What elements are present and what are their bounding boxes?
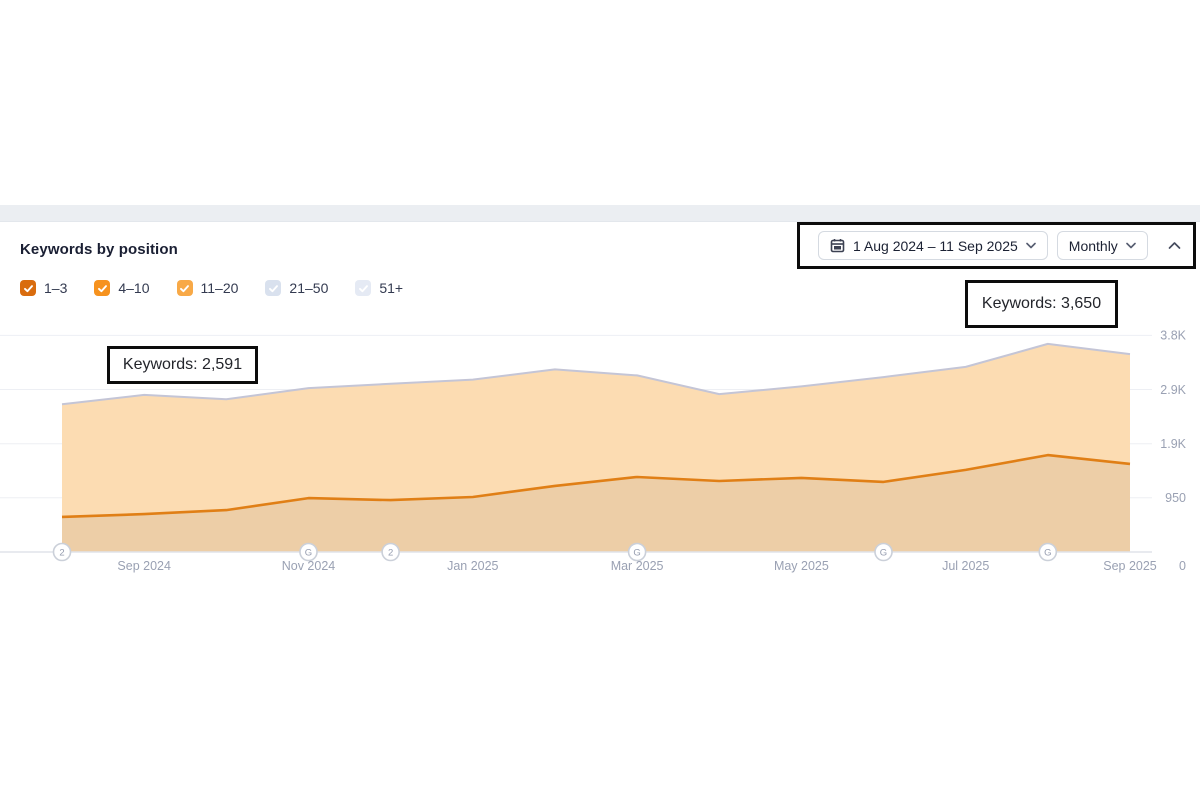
callout-keywords-first: Keywords: 2,591 xyxy=(107,346,258,384)
legend-item-4-10[interactable]: 4–10 xyxy=(94,280,150,296)
calendar-icon xyxy=(830,238,845,253)
x-axis-label: Jul 2025 xyxy=(942,559,989,573)
granularity-dropdown[interactable]: Monthly xyxy=(1056,231,1148,260)
area-series-1 xyxy=(62,455,1130,552)
chart-svg: 2 G 2 G G G Sep 2024 Nov 2024 Jan 2025 Mar 2025 Ma… xyxy=(0,329,1187,573)
legend-label: 1–3 xyxy=(44,280,68,296)
checkbox-muted-icon[interactable] xyxy=(355,280,372,296)
axis-event-marker-G[interactable]: G xyxy=(1038,542,1058,562)
legend-item-11-20[interactable]: 11–20 xyxy=(176,280,239,296)
axis-event-marker-2[interactable]: 2 xyxy=(381,542,400,562)
date-controls-annotation-frame: 1 Aug 2024 – 11 Sep 2025 Monthly xyxy=(797,222,1196,269)
axis-event-marker-2[interactable]: 2 xyxy=(52,542,72,562)
panel-title: Keywords by position xyxy=(20,241,178,258)
callout-text: Keywords: 3,650 xyxy=(981,295,1102,312)
legend-item-1-3[interactable]: 1–3 xyxy=(20,280,67,296)
checkbox-muted-icon[interactable] xyxy=(265,280,282,296)
x-axis-label: May 2025 xyxy=(774,559,829,573)
date-range-label: 1 Aug 2024 – 11 Sep 2025 xyxy=(853,237,1018,254)
checkbox-checked-icon[interactable] xyxy=(176,280,193,296)
y-axis-label: 950 xyxy=(1165,491,1186,505)
x-axis-label: Mar 2025 xyxy=(611,559,664,573)
chevron-up-icon xyxy=(1168,241,1181,250)
legend-label: 11–20 xyxy=(200,280,239,296)
legend-label: 51+ xyxy=(379,280,404,296)
legend-label: 4–10 xyxy=(118,280,150,296)
granularity-label: Monthly xyxy=(1068,237,1118,254)
svg-text:2: 2 xyxy=(59,547,64,558)
callout-text: Keywords: 2,591 xyxy=(122,356,243,373)
axis-event-marker-G[interactable]: G xyxy=(299,542,318,562)
x-axis-label: Sep 2024 xyxy=(117,559,171,573)
y-axis-label: 1.9K xyxy=(1160,437,1186,451)
keywords-chart: 2 G 2 G G G Sep 2024 Nov 2024 Jan 2025 Mar 2025 Ma… xyxy=(0,320,1200,600)
axis-event-marker-G[interactable]: G xyxy=(874,542,893,562)
y-axis-label: 2.9K xyxy=(1160,383,1186,397)
chevron-down-icon xyxy=(1126,242,1136,249)
chevron-down-icon xyxy=(1025,242,1036,249)
legend: 1–3 4–10 11–20 21–50 51+ xyxy=(20,280,430,296)
line-series-0 xyxy=(61,342,1131,406)
section-divider-strip xyxy=(0,205,1200,222)
x-axis-label: Jan 2025 xyxy=(447,559,498,573)
legend-item-21-50[interactable]: 21–50 xyxy=(265,280,328,296)
legend-label: 21–50 xyxy=(289,280,329,296)
line-series-1 xyxy=(61,453,1131,519)
callout-keywords-peak: Keywords: 3,650 xyxy=(965,280,1118,328)
y-axis-label-zero: 0 xyxy=(1179,559,1186,573)
axis-event-marker-G[interactable]: G xyxy=(627,542,647,562)
y-axis-label: 3.8K xyxy=(1160,329,1186,343)
svg-text:G: G xyxy=(1044,547,1051,558)
x-axis-label: Sep 2025 xyxy=(1103,559,1157,573)
date-range-button[interactable]: 1 Aug 2024 – 11 Sep 2025 xyxy=(818,231,1048,260)
area-series-0 xyxy=(62,343,1130,552)
svg-text:G: G xyxy=(880,547,887,558)
svg-text:G: G xyxy=(633,547,640,558)
svg-text:2: 2 xyxy=(388,547,393,558)
x-axis-label: Nov 2024 xyxy=(282,559,336,573)
collapse-chart-button[interactable] xyxy=(1163,235,1185,257)
checkbox-checked-icon[interactable] xyxy=(20,280,36,296)
legend-item-51+[interactable]: 51+ xyxy=(355,280,403,296)
svg-text:G: G xyxy=(305,547,312,558)
checkbox-checked-icon[interactable] xyxy=(94,280,111,296)
